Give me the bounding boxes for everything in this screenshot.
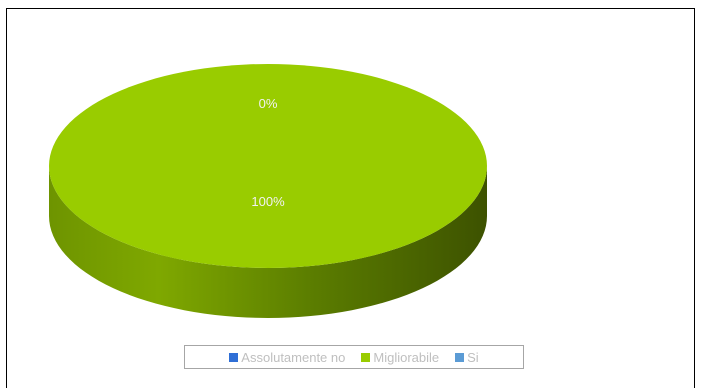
pie-slice-migliorabile <box>49 64 487 268</box>
data-label-si: 0% <box>259 96 278 111</box>
legend-item-si: Si <box>455 350 479 365</box>
data-label-migliorabile: 100% <box>251 194 285 209</box>
chart-legend: Assolutamente no Migliorabile Si <box>184 345 524 369</box>
legend-swatch-si <box>455 352 465 362</box>
legend-label-migliorabile: Migliorabile <box>373 349 440 365</box>
pie-slice-side <box>49 166 487 318</box>
legend-label-si: Si <box>467 349 479 365</box>
legend-item-migliorabile: Migliorabile <box>361 350 439 365</box>
legend-swatch-migliorabile <box>361 352 371 362</box>
legend-item-assolutamente-no: Assolutamente no <box>229 350 345 365</box>
legend-swatch-assolutamente-no <box>229 352 239 362</box>
legend-label-assolutamente-no: Assolutamente no <box>241 349 346 365</box>
